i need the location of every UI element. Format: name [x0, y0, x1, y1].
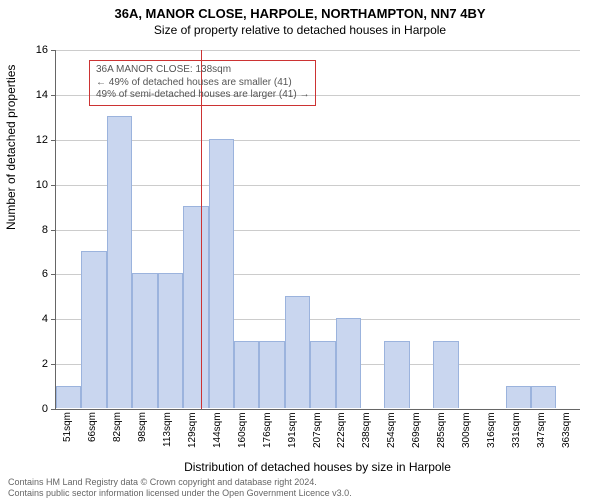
- y-tick-label: 14: [18, 89, 48, 101]
- y-tick-mark: [51, 50, 55, 51]
- footer-line-2: Contains public sector information licen…: [8, 488, 352, 498]
- x-tick-label: 191sqm: [280, 412, 305, 457]
- page-title: 36A, MANOR CLOSE, HARPOLE, NORTHAMPTON, …: [0, 0, 600, 21]
- x-tick-label: 160sqm: [230, 412, 255, 457]
- x-tick-label: 285sqm: [429, 412, 454, 457]
- histogram-bar: [56, 386, 81, 408]
- y-tick-label: 12: [18, 134, 48, 146]
- callout-line: 49% of semi-detached houses are larger (…: [96, 89, 309, 102]
- footer-attribution: Contains HM Land Registry data © Crown c…: [8, 477, 352, 498]
- callout-line: 36A MANOR CLOSE: 138sqm: [96, 64, 309, 77]
- x-tick-label: 82sqm: [105, 412, 130, 457]
- y-tick-mark: [51, 319, 55, 320]
- x-tick-label: 113sqm: [155, 412, 180, 457]
- histogram-bar: [531, 386, 556, 408]
- histogram-bar: [132, 273, 157, 408]
- callout-line: ← 49% of detached houses are smaller (41…: [96, 77, 309, 90]
- x-tick-label: 238sqm: [354, 412, 379, 457]
- histogram-bar: [384, 341, 409, 408]
- y-tick-mark: [51, 95, 55, 96]
- y-axis-label: Number of detached properties: [4, 65, 18, 230]
- x-tick-label: 300sqm: [454, 412, 479, 457]
- chart-area: 36A MANOR CLOSE: 138sqm← 49% of detached…: [55, 50, 580, 410]
- x-tick-label: 316sqm: [479, 412, 504, 457]
- y-tick-label: 6: [18, 268, 48, 280]
- x-tick-label: 207sqm: [305, 412, 330, 457]
- x-tick-label: 254sqm: [379, 412, 404, 457]
- histogram-bar: [234, 341, 259, 408]
- x-tick-label: 269sqm: [404, 412, 429, 457]
- x-tick-label: 347sqm: [529, 412, 554, 457]
- x-tick-label: 51sqm: [55, 412, 80, 457]
- callout-box: 36A MANOR CLOSE: 138sqm← 49% of detached…: [89, 60, 316, 106]
- y-tick-label: 8: [18, 224, 48, 236]
- x-tick-label: 176sqm: [255, 412, 280, 457]
- y-tick-mark: [51, 274, 55, 275]
- y-tick-mark: [51, 230, 55, 231]
- histogram-bar: [310, 341, 335, 408]
- y-tick-mark: [51, 364, 55, 365]
- y-tick-label: 4: [18, 313, 48, 325]
- plot-inner: 36A MANOR CLOSE: 138sqm← 49% of detached…: [55, 50, 580, 410]
- y-tick-label: 0: [18, 403, 48, 415]
- y-tick-mark: [51, 140, 55, 141]
- histogram-bar: [107, 116, 132, 408]
- histogram-bar: [506, 386, 531, 408]
- y-tick-label: 16: [18, 44, 48, 56]
- histogram-bar: [81, 251, 106, 408]
- histogram-bar: [209, 139, 234, 408]
- x-tick-label: 144sqm: [205, 412, 230, 457]
- histogram-bar: [433, 341, 458, 408]
- x-tick-label: 222sqm: [329, 412, 354, 457]
- x-tick-label: 363sqm: [554, 412, 579, 457]
- y-tick-mark: [51, 409, 55, 410]
- x-tick-labels: 51sqm66sqm82sqm98sqm113sqm129sqm144sqm16…: [55, 412, 579, 457]
- x-tick-label: 331sqm: [504, 412, 529, 457]
- histogram-bar: [158, 273, 183, 408]
- histogram-bar: [259, 341, 284, 408]
- histogram-bar: [336, 318, 361, 408]
- x-tick-label: 129sqm: [180, 412, 205, 457]
- x-tick-label: 98sqm: [130, 412, 155, 457]
- y-tick-label: 2: [18, 358, 48, 370]
- footer-line-1: Contains HM Land Registry data © Crown c…: [8, 477, 352, 487]
- x-axis-label: Distribution of detached houses by size …: [55, 460, 580, 474]
- histogram-bar: [285, 296, 310, 408]
- histogram-bar: [183, 206, 208, 408]
- y-tick-mark: [51, 185, 55, 186]
- y-tick-label: 10: [18, 179, 48, 191]
- x-tick-label: 66sqm: [80, 412, 105, 457]
- page-subtitle: Size of property relative to detached ho…: [0, 21, 600, 37]
